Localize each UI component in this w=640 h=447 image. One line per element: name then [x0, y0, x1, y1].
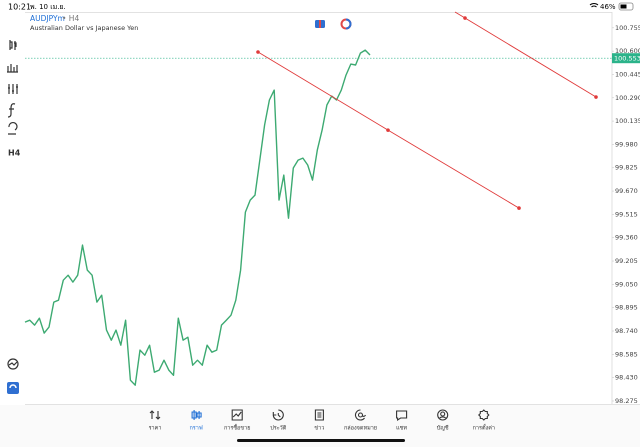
- last-price-label: 100.553: [614, 55, 640, 63]
- y-tick-label: 99.050: [615, 280, 638, 288]
- y-tick-label: 98.585: [615, 350, 638, 358]
- status-time: 10:21: [8, 3, 31, 12]
- price-line: [24, 49, 371, 386]
- status-date: พ. 10 เม.ย.: [30, 3, 66, 11]
- y-tick-label: 98.430: [615, 374, 638, 382]
- timeframe: • H4: [62, 14, 79, 23]
- chart: 100.755 100.600 100.445 100.290 100.135 99.98…: [24, 11, 640, 417]
- nav-icon[interactable]: [149, 410, 161, 420]
- nav-icon[interactable]: [354, 409, 367, 421]
- trend-point[interactable]: [594, 95, 598, 99]
- home-indicator: [237, 439, 405, 442]
- wifi-icon: [589, 3, 599, 8]
- trend-point[interactable]: [256, 50, 260, 54]
- nav-icon[interactable]: [272, 409, 284, 421]
- symbol-description: Australian Dollar vs Japanese Yen: [30, 24, 138, 32]
- nav-icon[interactable]: [478, 409, 490, 421]
- settings-tool[interactable]: [8, 84, 18, 94]
- nav-label[interactable]: ข่าว: [314, 426, 324, 432]
- nav-label[interactable]: ประวัติ: [270, 425, 286, 432]
- y-tick-label: 99.205: [615, 257, 638, 265]
- nav-icon[interactable]: [396, 410, 408, 422]
- nav-label[interactable]: กล่องจดหมาย: [344, 426, 377, 432]
- symbol[interactable]: AUDJPYm: [30, 14, 65, 23]
- trend-point[interactable]: [386, 128, 390, 132]
- y-tick-label: 100.135: [615, 117, 640, 125]
- candles-tool[interactable]: [9, 40, 17, 50]
- y-tick-label: 98.740: [615, 327, 638, 335]
- y-tick-label: 100.290: [615, 94, 640, 102]
- trade-button-split: [319, 20, 321, 28]
- search-tool-line: [8, 361, 18, 366]
- left-toolbar: [7, 40, 19, 370]
- nav-icon[interactable]: [191, 410, 202, 420]
- indicator-button-half: [345, 18, 352, 30]
- nav-label[interactable]: การตั้งค่า: [473, 424, 495, 432]
- status-battery: 46%: [600, 3, 616, 11]
- nav-icon[interactable]: [437, 409, 449, 421]
- nav-label[interactable]: กราฟ: [189, 425, 202, 432]
- nav-label[interactable]: แชท: [396, 425, 407, 432]
- objects-tool[interactable]: [8, 121, 18, 135]
- y-tick-label: 98.895: [615, 304, 638, 312]
- nav-label[interactable]: บัญชี: [437, 425, 449, 432]
- y-tick-label: 100.600: [615, 47, 640, 55]
- nav-icon[interactable]: [231, 409, 243, 421]
- y-tick-label: 99.670: [615, 187, 638, 195]
- y-tick-label: 99.515: [615, 210, 638, 218]
- nav-label[interactable]: การซื้อขาย: [224, 424, 250, 432]
- logo-mark: [9, 384, 17, 389]
- y-tick-label: 99.825: [615, 164, 638, 172]
- indicators-tool[interactable]: [7, 64, 18, 73]
- trend-line[interactable]: [454, 11, 597, 98]
- battery-level: [620, 4, 627, 9]
- toolbar-timeframe[interactable]: H4: [8, 149, 21, 158]
- nav-icon[interactable]: [314, 409, 324, 421]
- trend-point[interactable]: [517, 206, 521, 210]
- y-tick-label: 99.360: [615, 234, 638, 242]
- logo[interactable]: [7, 382, 19, 394]
- search-tool[interactable]: [7, 358, 19, 370]
- y-tick-label: 98.275: [615, 397, 638, 405]
- nav-items: ราคา กราฟ การซื้อขาย ประวัติ ข่าว กล่องจดหมาย…: [149, 409, 495, 432]
- y-tick-label: 100.445: [615, 70, 640, 78]
- battery-icon: [618, 2, 634, 11]
- last-price-box: [612, 53, 640, 64]
- nav-label[interactable]: ราคา: [149, 426, 162, 432]
- y-tick-label: 100.755: [615, 24, 640, 32]
- trend-point[interactable]: [463, 16, 467, 20]
- function-tool[interactable]: [7, 103, 16, 118]
- y-tick-label: 99.980: [615, 140, 638, 148]
